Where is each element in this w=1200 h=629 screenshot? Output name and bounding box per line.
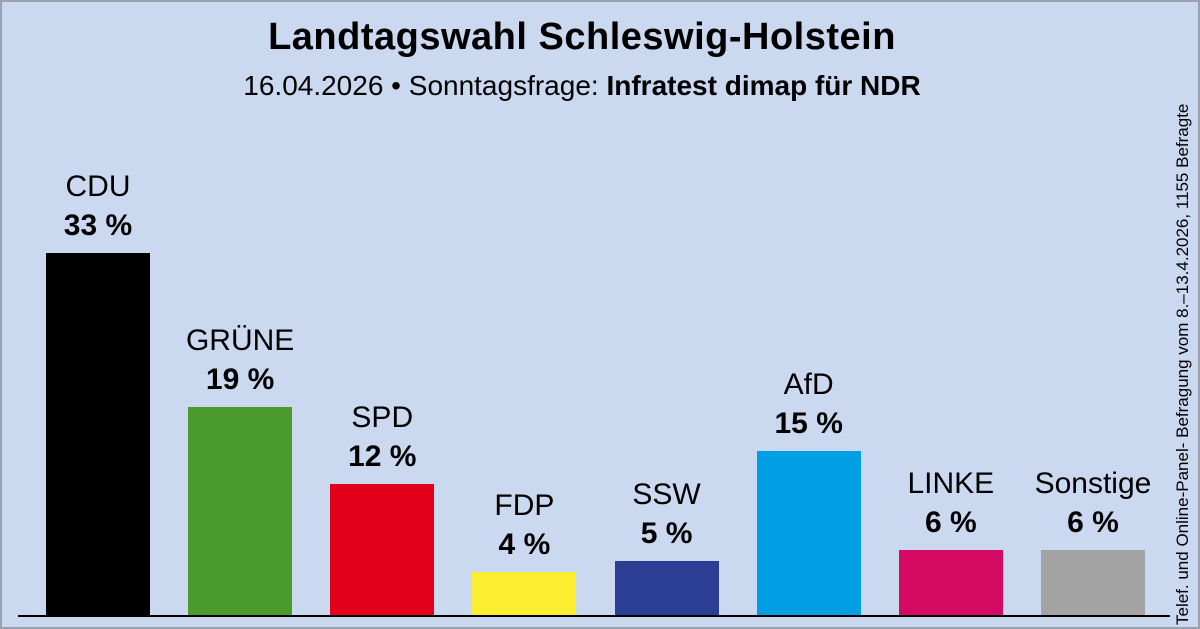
- bar: [46, 253, 150, 616]
- bar-label: GRÜNE 19 %: [130, 321, 350, 399]
- bar-group-sonstige: Sonstige 6 %: [1035, 2, 1151, 627]
- bar: [472, 572, 577, 616]
- chart-subtitle-institute: Infratest dimap für NDR: [606, 70, 921, 101]
- bar: [1040, 550, 1145, 616]
- chart-subtitle-date: 16.04.2026 • Sonntagsfrage:: [243, 70, 607, 101]
- bar-category-label: CDU: [65, 170, 131, 203]
- bar-value-label: 33 %: [63, 209, 133, 242]
- bar-label: FDP 4 %: [414, 486, 634, 564]
- bar-category-label: AfD: [783, 368, 834, 401]
- bar: [614, 561, 719, 616]
- bar-category-label: Sonstige: [1034, 467, 1152, 500]
- bar-label: CDU 33 %: [2, 167, 208, 245]
- bar-group-ssw: SSW 5 %: [614, 2, 719, 627]
- bar-category-label: SSW: [632, 478, 701, 511]
- bar-group-afd: AfD 15 %: [756, 2, 861, 627]
- bar-value-label: 5 %: [640, 517, 693, 550]
- bar-label: AfD 15 %: [699, 365, 919, 443]
- bar: [330, 484, 435, 616]
- bar-value-label: 4 %: [498, 528, 551, 561]
- chart-subtitle: 16.04.2026 • Sonntagsfrage: Infratest di…: [2, 70, 1162, 102]
- bar-category-label: GRÜNE: [185, 324, 295, 357]
- bar-label: SPD 12 %: [272, 398, 492, 476]
- bar-group-linke: LINKE 6 %: [898, 2, 1003, 627]
- bar-group-gr-ne: GRÜNE 19 %: [186, 2, 294, 627]
- bar: [188, 407, 293, 616]
- bar-group-fdp: FDP 4 %: [472, 2, 577, 627]
- bar-group-cdu: CDU 33 %: [46, 2, 150, 627]
- source-note: Telef. und Online-Panel- Befragung vom 8…: [1173, 103, 1192, 625]
- bar-category-label: SPD: [351, 401, 414, 434]
- bar-value-label: 19 %: [205, 363, 275, 396]
- bar-category-label: LINKE: [907, 467, 995, 500]
- bar-group-spd: SPD 12 %: [330, 2, 435, 627]
- chart-title: Landtagswahl Schleswig-Holstein: [268, 16, 896, 58]
- bar-label: Sonstige 6 %: [983, 464, 1198, 542]
- bar-value-label: 6 %: [1067, 506, 1119, 539]
- bar-label: LINKE 6 %: [841, 464, 1061, 542]
- bar: [898, 550, 1003, 616]
- x-axis-line: [18, 615, 1170, 617]
- bar-label: SSW 5 %: [557, 475, 777, 553]
- bar: [756, 451, 861, 616]
- bar-category-label: FDP: [494, 489, 555, 522]
- bar-value-label: 15 %: [774, 407, 843, 440]
- bar-value-label: 6 %: [924, 506, 977, 539]
- bar-value-label: 12 %: [348, 440, 417, 473]
